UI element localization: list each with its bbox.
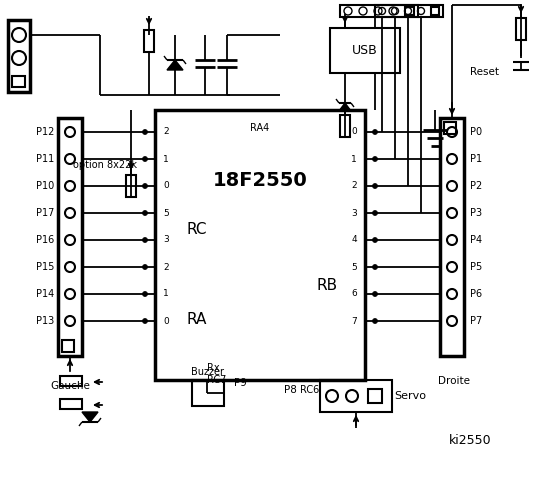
Text: P10: P10 [36,181,54,191]
Text: 1: 1 [351,155,357,164]
Text: option 8x22k: option 8x22k [73,160,137,170]
Text: RC6: RC6 [300,385,320,395]
Text: 2: 2 [351,181,357,191]
Text: 1: 1 [163,289,169,299]
Text: P11: P11 [36,154,54,164]
Circle shape [143,130,148,134]
Circle shape [373,156,378,161]
Text: P17: P17 [35,208,54,218]
Text: P7: P7 [470,316,482,326]
Text: 0: 0 [351,128,357,136]
Bar [144,30,154,52]
Text: Reset: Reset [470,67,499,77]
Circle shape [143,211,148,216]
Bar [12,76,25,87]
Text: Servo: Servo [394,391,426,401]
Text: 0: 0 [163,181,169,191]
Bar [62,340,74,352]
Circle shape [373,183,378,189]
Text: RC7: RC7 [207,375,226,385]
Bar [60,376,82,386]
Text: 5: 5 [351,263,357,272]
Bar [368,389,382,403]
Bar [192,380,224,406]
Text: P2: P2 [470,181,482,191]
Text: Droite: Droite [438,376,470,386]
Circle shape [373,130,378,134]
Text: P16: P16 [36,235,54,245]
Circle shape [373,319,378,324]
Text: Gauche: Gauche [50,381,90,391]
Polygon shape [167,60,183,70]
Bar [375,5,443,17]
Bar [516,18,526,40]
Circle shape [143,156,148,161]
Bar [8,20,30,92]
Bar [340,5,418,17]
Circle shape [143,238,148,242]
Text: 18F2550: 18F2550 [212,170,307,190]
Text: Rx: Rx [207,363,220,373]
Text: P6: P6 [470,289,482,299]
Text: 3: 3 [163,236,169,244]
Text: 2: 2 [163,263,169,272]
Circle shape [143,264,148,269]
Text: 5: 5 [163,208,169,217]
Text: Buzzer: Buzzer [191,367,225,377]
Bar [60,399,82,409]
Text: P12: P12 [35,127,54,137]
Text: 7: 7 [351,316,357,325]
Polygon shape [339,103,351,111]
Text: 4: 4 [351,236,357,244]
Text: 3: 3 [351,208,357,217]
Text: P14: P14 [36,289,54,299]
Text: RB: RB [316,277,337,292]
Bar [340,115,350,137]
Text: USB: USB [352,44,378,57]
Text: P5: P5 [470,262,482,272]
Bar [155,110,365,380]
Bar [58,118,82,356]
Text: P15: P15 [35,262,54,272]
Text: P4: P4 [470,235,482,245]
Text: P1: P1 [470,154,482,164]
Text: 0: 0 [163,316,169,325]
Bar [330,28,400,73]
Text: 2: 2 [163,128,169,136]
Circle shape [143,183,148,189]
Bar [431,7,439,15]
Bar [126,175,136,197]
Text: RA: RA [187,312,207,327]
Circle shape [373,291,378,297]
Text: RC: RC [187,223,207,238]
Text: P0: P0 [470,127,482,137]
Text: RA4: RA4 [251,123,270,133]
Bar [440,118,464,356]
Text: P13: P13 [36,316,54,326]
Bar [444,122,456,134]
Text: P3: P3 [470,208,482,218]
Polygon shape [82,412,98,422]
Circle shape [143,319,148,324]
Text: 6: 6 [351,289,357,299]
Circle shape [373,211,378,216]
Text: P8: P8 [284,385,296,395]
Bar [405,7,414,15]
Text: ki2550: ki2550 [448,433,491,446]
Text: P9: P9 [233,378,247,388]
Bar [320,380,392,412]
Circle shape [373,264,378,269]
Text: 1: 1 [163,155,169,164]
Circle shape [143,291,148,297]
Circle shape [373,238,378,242]
